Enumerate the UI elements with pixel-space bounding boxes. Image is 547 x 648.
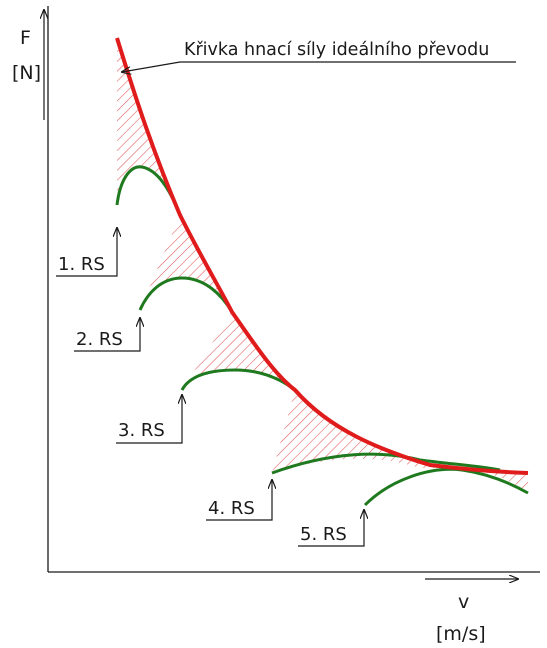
gear-label-5-leader [298, 510, 364, 547]
gear-label-3: 3. RS [118, 420, 165, 441]
x-axis-symbol: v [458, 591, 469, 613]
gear-curve-2 [138, 276, 234, 313]
y-axis-unit: [N] [12, 62, 41, 84]
gear-label-1: 1. RS [58, 254, 105, 275]
gear-label-4-leader [206, 480, 272, 521]
y-axis-symbol: F [20, 27, 31, 49]
gear-label-2: 2. RS [76, 329, 123, 350]
ideal-traction-curve [115, 37, 529, 475]
hatched-gap-area [117, 38, 528, 493]
gear-label-1-leader [56, 228, 117, 277]
gear-label-5: 5. RS [300, 524, 347, 545]
gear-label-4: 4. RS [208, 498, 255, 519]
gear-label-3-leader [116, 395, 182, 444]
title-leader [122, 61, 181, 72]
gear-label-2-leader [74, 318, 140, 352]
ideal-curve-label: Křivka hnací síly ideálního převodu [184, 40, 489, 60]
x-axis-unit: [m/s] [436, 623, 486, 645]
gear-curve-3 [180, 368, 296, 392]
